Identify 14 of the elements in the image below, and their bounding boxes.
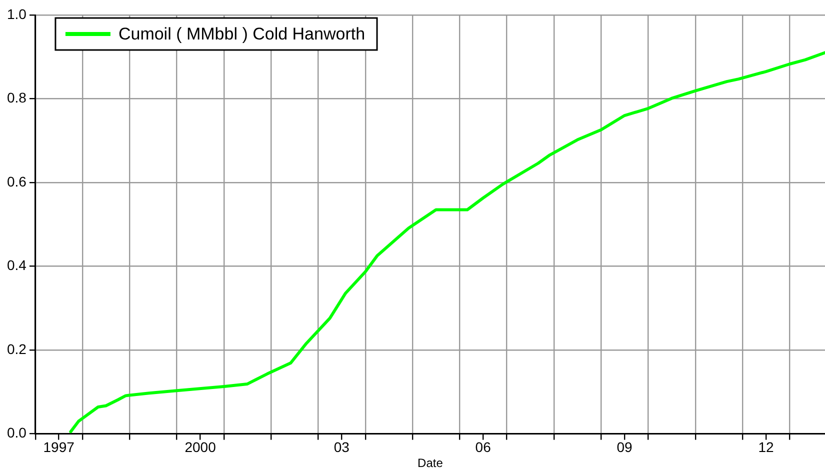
x-axis-title: Date	[418, 456, 444, 470]
x-tick-label: 1997	[43, 439, 75, 456]
x-tick-label: 12	[758, 439, 774, 456]
legend-label: Cumoil ( MMbbl ) Cold Hanworth	[118, 24, 366, 44]
y-tick-label: 0.8	[6, 90, 27, 106]
x-tick-label: 2000	[184, 439, 216, 456]
y-tick-label: 1.0	[6, 6, 27, 22]
y-tick-label: 0.6	[6, 173, 27, 190]
y-tick-label: 0.4	[6, 257, 27, 274]
y-tick-label: 0.2	[6, 340, 27, 357]
x-tick-label: 06	[475, 439, 492, 456]
x-tick-label: 03	[334, 439, 350, 456]
x-tick-label: 09	[616, 439, 633, 456]
y-tick-label: 0.0	[6, 424, 27, 441]
